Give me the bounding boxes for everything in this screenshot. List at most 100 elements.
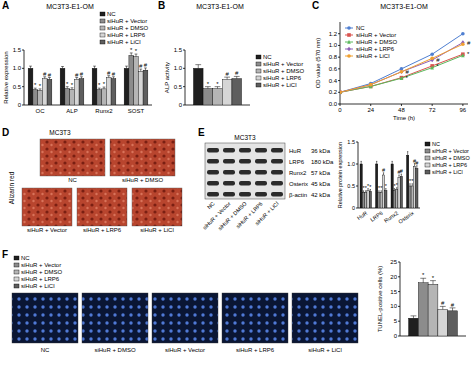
significance: # bbox=[139, 63, 143, 69]
significance: * bbox=[396, 182, 399, 188]
bar bbox=[60, 68, 65, 105]
bar bbox=[416, 168, 418, 208]
bar bbox=[448, 311, 458, 336]
image-label: siHuR + DMSO bbox=[122, 177, 164, 183]
bar bbox=[106, 78, 111, 106]
panel-letter: F bbox=[2, 249, 8, 260]
micrograph bbox=[292, 293, 358, 343]
series-line bbox=[340, 43, 463, 93]
significance: * bbox=[385, 183, 388, 189]
legend-label: NC bbox=[356, 25, 365, 31]
y-tick-label: 25 bbox=[390, 259, 397, 265]
legend-swatch bbox=[100, 19, 105, 23]
panel-letter: B bbox=[158, 0, 165, 11]
legend-swatch bbox=[14, 270, 19, 274]
error-bar bbox=[71, 88, 74, 89]
error-bar bbox=[98, 88, 101, 89]
legend-swatch bbox=[100, 26, 105, 30]
y-tick bbox=[183, 50, 185, 51]
tunel-panel: NCsiHuR + DMSOsiHuR + VectorsiHuR + LRP6… bbox=[12, 293, 358, 353]
legend-label: siHuR + Vector bbox=[356, 32, 396, 38]
y-tick-label: 0 bbox=[18, 102, 22, 108]
micrograph bbox=[152, 293, 218, 343]
blot-frame bbox=[205, 143, 285, 199]
error-bar bbox=[80, 77, 83, 79]
bar bbox=[362, 193, 364, 208]
protein-label: HuR bbox=[289, 148, 302, 154]
significance: * bbox=[411, 178, 414, 184]
cell-line: MC3T3 bbox=[49, 129, 71, 136]
bar bbox=[382, 175, 384, 208]
significance: * bbox=[216, 81, 219, 87]
significance: * bbox=[39, 83, 42, 89]
error-bar bbox=[378, 191, 379, 193]
blot-band bbox=[271, 192, 283, 197]
significance: # bbox=[144, 62, 148, 68]
bar bbox=[409, 318, 419, 336]
bar bbox=[369, 191, 371, 208]
bar bbox=[143, 70, 148, 105]
error-bar bbox=[450, 308, 456, 311]
bar bbox=[222, 79, 232, 105]
legend-label: siHuR + LiCl bbox=[263, 82, 297, 88]
error-bar bbox=[135, 54, 138, 57]
y-tick-label: 20 bbox=[390, 274, 397, 280]
y-axis bbox=[400, 262, 401, 336]
x-tick-label: 0 bbox=[338, 107, 342, 113]
y-tick bbox=[398, 336, 400, 337]
legend-label: siHuR + LRP6 bbox=[21, 276, 60, 282]
lane-label: siHuR + LRP6 bbox=[235, 200, 264, 229]
protein-label: Osterix bbox=[289, 181, 308, 187]
legend-swatch bbox=[100, 33, 105, 37]
y-axis-label: ALP activity bbox=[164, 62, 170, 93]
bar bbox=[438, 309, 448, 336]
significance: # bbox=[75, 72, 79, 78]
y-tick-label: 0 bbox=[179, 102, 183, 108]
error-bar bbox=[139, 69, 142, 71]
blot-band bbox=[255, 159, 267, 164]
series-line bbox=[340, 55, 463, 92]
bar bbox=[102, 89, 107, 105]
error-bar bbox=[215, 87, 221, 89]
plot-marks bbox=[360, 152, 418, 208]
blot-band bbox=[239, 170, 251, 175]
error-bar bbox=[125, 66, 128, 68]
marker bbox=[340, 90, 342, 94]
significance: * bbox=[467, 51, 470, 57]
image-label: siHuR + LiCl bbox=[140, 227, 174, 233]
y-tick-label: 1.0 bbox=[347, 161, 355, 167]
blot-band bbox=[271, 159, 283, 164]
legend-swatch bbox=[14, 263, 19, 267]
blot-band bbox=[207, 170, 219, 175]
lane-label: siHuR + LiCl bbox=[254, 200, 280, 226]
legend-swatch bbox=[100, 12, 105, 16]
error-bar bbox=[365, 191, 366, 193]
legend-swatch bbox=[425, 156, 430, 160]
marker bbox=[340, 90, 342, 94]
marker bbox=[461, 42, 465, 46]
bar bbox=[124, 68, 129, 105]
legend-label: siHuR + Vector bbox=[21, 262, 61, 268]
x-tick-label: Osterix bbox=[397, 210, 415, 225]
significance: # bbox=[400, 168, 404, 174]
legend-label: siHuR + DMSO bbox=[432, 155, 470, 161]
blot-band bbox=[223, 181, 235, 186]
figure: MC3T3-E1-OM00.51.01.5Relative expression… bbox=[0, 0, 474, 367]
bar bbox=[213, 89, 223, 106]
x-tick-label: Runx2 bbox=[95, 108, 113, 114]
y-tick-label: 0.0 bbox=[329, 101, 338, 107]
legend-label: NC bbox=[107, 11, 116, 17]
bar bbox=[47, 79, 52, 105]
blot-band bbox=[271, 170, 283, 175]
blot-band bbox=[271, 148, 283, 153]
y-axis-label: OD value (570 nm) bbox=[315, 38, 321, 89]
significance: # bbox=[415, 160, 419, 166]
error-bar bbox=[103, 87, 106, 89]
y-tick-label: 1.0 bbox=[174, 65, 183, 71]
blot-band bbox=[255, 170, 267, 175]
legend-swatch bbox=[256, 69, 261, 73]
y-tick bbox=[398, 276, 400, 277]
significance: * bbox=[432, 275, 435, 281]
bar bbox=[367, 190, 369, 208]
protein-label: LRP6 bbox=[289, 159, 305, 165]
